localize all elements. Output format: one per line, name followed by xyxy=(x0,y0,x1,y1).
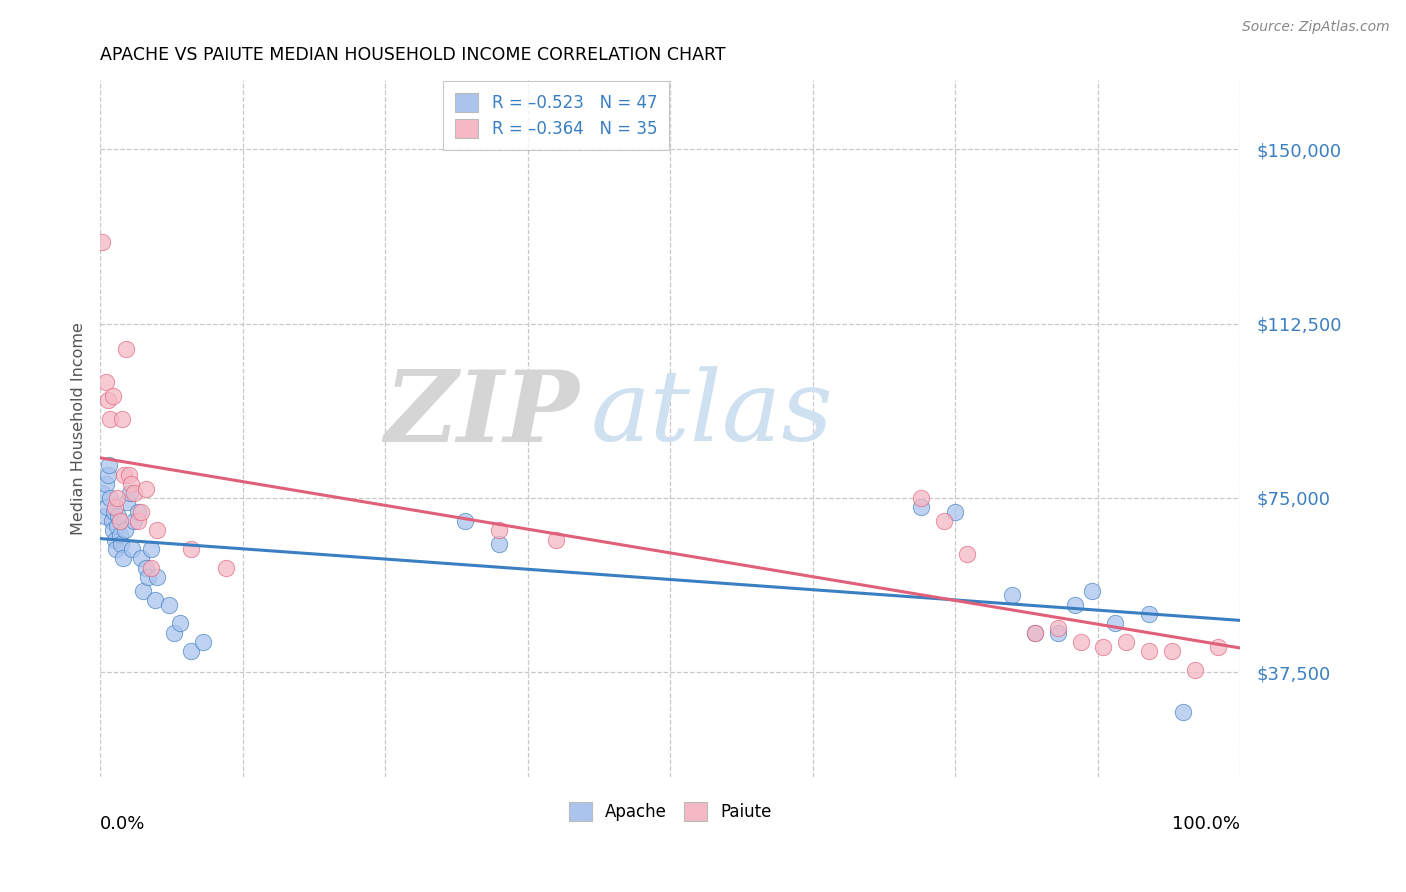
Point xyxy=(910,491,932,505)
Point xyxy=(1081,583,1104,598)
Point xyxy=(180,644,202,658)
Point xyxy=(135,482,157,496)
Point xyxy=(932,514,955,528)
Point xyxy=(117,467,139,482)
Text: APACHE VS PAIUTE MEDIAN HOUSEHOLD INCOME CORRELATION CHART: APACHE VS PAIUTE MEDIAN HOUSEHOLD INCOME… xyxy=(100,46,725,64)
Point xyxy=(105,518,128,533)
Point xyxy=(956,547,979,561)
Point xyxy=(100,514,122,528)
Point xyxy=(943,505,966,519)
Point xyxy=(1064,598,1087,612)
Point xyxy=(91,235,114,250)
Point xyxy=(191,635,214,649)
Point xyxy=(94,375,117,389)
Point xyxy=(110,537,132,551)
Point xyxy=(108,514,131,528)
Point xyxy=(104,533,127,547)
Point xyxy=(97,467,120,482)
Text: atlas: atlas xyxy=(591,367,834,462)
Point xyxy=(120,476,142,491)
Point xyxy=(93,509,115,524)
Point xyxy=(1137,607,1160,621)
Point xyxy=(146,570,169,584)
Point xyxy=(135,560,157,574)
Point xyxy=(141,560,163,574)
Point xyxy=(112,467,135,482)
Point xyxy=(488,537,510,551)
Point xyxy=(94,476,117,491)
Point xyxy=(1070,635,1092,649)
Point xyxy=(143,593,166,607)
Point xyxy=(157,598,180,612)
Point xyxy=(454,514,477,528)
Point xyxy=(127,514,149,528)
Point xyxy=(1104,616,1126,631)
Point xyxy=(107,509,129,524)
Text: 0.0%: 0.0% xyxy=(100,815,145,833)
Point xyxy=(124,486,146,500)
Point xyxy=(111,551,134,566)
Point xyxy=(129,505,152,519)
Point xyxy=(163,625,186,640)
Point xyxy=(1024,625,1046,640)
Point xyxy=(117,495,139,509)
Point xyxy=(124,514,146,528)
Point xyxy=(101,389,124,403)
Point xyxy=(1046,621,1069,635)
Point xyxy=(1161,644,1184,658)
Point xyxy=(103,505,125,519)
Point xyxy=(104,500,127,515)
Point xyxy=(1001,589,1024,603)
Point xyxy=(114,524,136,538)
Point xyxy=(127,505,149,519)
Point xyxy=(118,486,141,500)
Legend: Apache, Paiute: Apache, Paiute xyxy=(562,795,779,828)
Point xyxy=(91,486,114,500)
Point xyxy=(105,541,128,556)
Text: ZIP: ZIP xyxy=(384,366,579,462)
Point xyxy=(1115,635,1137,649)
Point xyxy=(214,560,236,574)
Point xyxy=(101,524,124,538)
Text: Source: ZipAtlas.com: Source: ZipAtlas.com xyxy=(1241,20,1389,34)
Point xyxy=(1046,625,1069,640)
Point xyxy=(546,533,568,547)
Point xyxy=(1184,663,1206,677)
Point xyxy=(97,393,120,408)
Point xyxy=(1206,640,1229,654)
Point xyxy=(100,491,122,505)
Point xyxy=(108,528,131,542)
Point xyxy=(96,500,118,515)
Point xyxy=(1024,625,1046,640)
Point xyxy=(115,342,138,356)
Text: 100.0%: 100.0% xyxy=(1173,815,1240,833)
Y-axis label: Median Household Income: Median Household Income xyxy=(72,322,86,534)
Point xyxy=(100,412,122,426)
Point xyxy=(129,551,152,566)
Point xyxy=(1173,705,1195,719)
Point xyxy=(169,616,191,631)
Point xyxy=(136,570,159,584)
Point xyxy=(105,491,128,505)
Point xyxy=(111,412,134,426)
Point xyxy=(180,541,202,556)
Point xyxy=(141,541,163,556)
Point xyxy=(146,524,169,538)
Point xyxy=(98,458,121,473)
Point xyxy=(488,524,510,538)
Point xyxy=(910,500,932,515)
Point xyxy=(121,541,143,556)
Point xyxy=(1092,640,1115,654)
Point xyxy=(1137,644,1160,658)
Point xyxy=(132,583,155,598)
